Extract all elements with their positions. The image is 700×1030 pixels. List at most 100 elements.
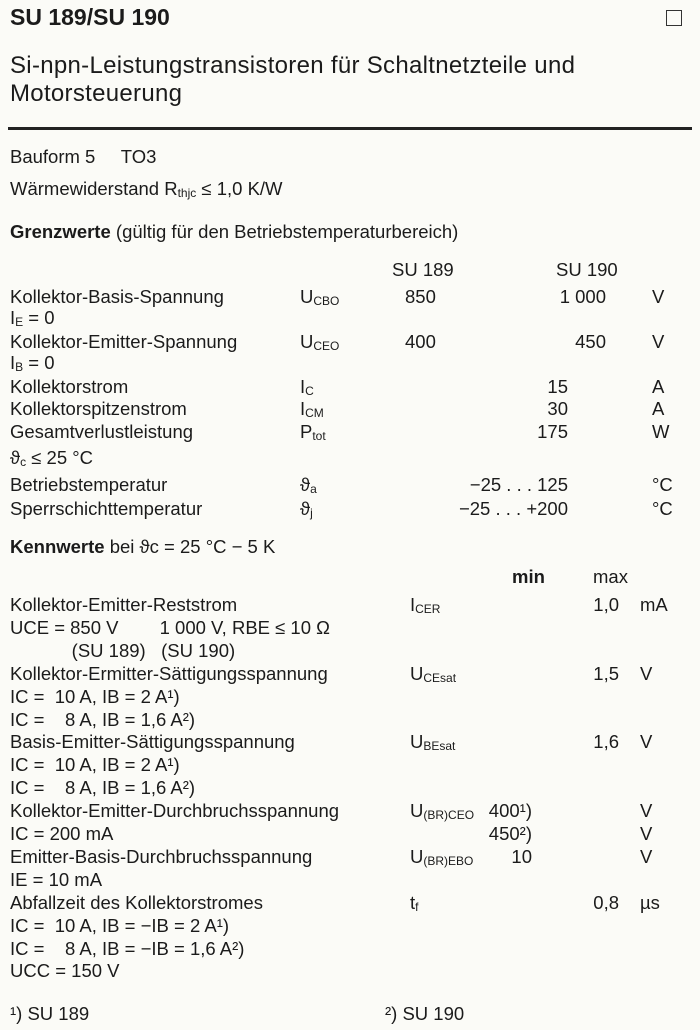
grenzwerte-heading: Grenzwerte (gültig für den Betriebstempe…	[10, 221, 458, 243]
kennwerte-row: (SU 189) (SU 190)	[0, 640, 700, 662]
symbol: Ptot	[300, 421, 326, 443]
kennwerte-row: IC = 8 A, IB = 1,6 A²)	[0, 709, 700, 731]
symbol-main: I	[300, 376, 306, 397]
grenzwerte-row: Betriebstemperatur ϑa −25 . . . 125 °C	[0, 474, 700, 496]
symbol-main: U	[300, 331, 314, 352]
symbol-main: U	[410, 845, 424, 867]
value-both: 30	[547, 398, 568, 419]
condition-part: I	[10, 307, 16, 328]
parameter-label: IC = 200 mA	[10, 823, 114, 844]
parameter-label: IC = 8 A, IB = −IB = 1,6 A²)	[10, 937, 245, 959]
symbol: U(BR)EBO	[410, 846, 473, 868]
symbol-main: U	[410, 662, 424, 684]
kennwerte-row: Kollektor-Emitter-Reststrom ICER 1,0 mA	[0, 594, 700, 616]
kennwerte-row: IE = 10 mA	[0, 869, 700, 891]
symbol-main: ϑ	[300, 498, 311, 519]
symbol-subscript: CEO	[313, 339, 340, 353]
bauform: Bauform 5 TO3	[10, 146, 156, 168]
kennwerte-row: Emitter-Basis-Durchbruchsspannung U(BR)EB…	[0, 846, 700, 868]
parameter-label: Kollektor-Basis-Spannung	[10, 286, 224, 307]
bauform-value: TO3	[120, 146, 157, 167]
symbol-main: U	[300, 286, 314, 307]
symbol-subscript: tot	[312, 429, 326, 443]
kennwerte-heading: Kennwerte bei ϑc = 25 °C − 5 K	[10, 536, 275, 558]
kennwerte-row: Abfallzeit des Kollektorstromes tf 0,8 µs	[0, 892, 700, 914]
parameter-label: (SU 189) (SU 190)	[10, 639, 236, 661]
condition-row: ϑc ≤ 25 °C	[0, 447, 700, 469]
value-max: 1,6	[593, 731, 619, 753]
waermewiderstand-label: Wärmewiderstand	[10, 178, 160, 199]
kennwerte-row: IC = 8 A, IB = −IB = 1,6 A²)	[0, 938, 700, 960]
kennwerte-column-header: min max	[0, 566, 700, 588]
parameter-label: Gesamtverlustleistung	[10, 421, 194, 442]
kennwerte-note: bei ϑc = 25 °C − 5 K	[109, 536, 276, 557]
unit: V	[640, 800, 653, 822]
unit: W	[652, 421, 670, 442]
parameter-label: Basis-Emitter-Sättigungsspannung	[10, 731, 295, 753]
parameter-label: IC = 8 A, IB = 1,6 A²)	[10, 777, 196, 799]
value-su189: 400	[405, 331, 436, 352]
unit: µs	[640, 891, 660, 913]
value-both: −25 . . . +200	[458, 498, 568, 519]
grenzwerte-row: Kollektor-Emitter-Spannung UCEO 400 450 V	[0, 331, 700, 353]
symbol-subscript: C	[305, 384, 314, 398]
condition-part: ϑ	[10, 447, 21, 468]
symbol-main: ϑ	[300, 474, 311, 495]
symbol-main: I	[410, 594, 416, 615]
parameter-label: IC = 10 A, IB = −IB = 2 A¹)	[10, 914, 230, 936]
parameter-label: Betriebstemperatur	[10, 474, 168, 495]
unit: mA	[640, 594, 668, 615]
grenzwerte-column-header: SU 189 SU 190	[0, 259, 700, 281]
symbol: U(BR)CEO	[410, 800, 474, 822]
value-max: 1,5	[593, 662, 619, 684]
symbol: tf	[410, 892, 418, 914]
parameter-label: Kollektor-Ermitter-Sättigungsspannung	[10, 662, 328, 684]
symbol-subscript: CM	[305, 406, 324, 420]
unit: V	[640, 845, 653, 867]
parameter-label: IE = 10 mA	[10, 868, 103, 890]
kennwerte-title: Kennwerte	[10, 536, 105, 557]
value-both: 15	[547, 376, 568, 397]
parameter-label: Emitter-Basis-Durchbruchsspannung	[10, 845, 313, 867]
kennwerte-row: Basis-Emitter-Sättigungsspannung UBEsat 1,…	[0, 731, 700, 753]
symbol: ICER	[410, 594, 440, 616]
symbol: IC	[300, 376, 314, 398]
symbol: ICM	[300, 398, 324, 420]
condition: IE = 0	[10, 307, 55, 329]
checkbox-square	[666, 10, 682, 26]
kennwerte-row: IC = 10 A, IB = 2 A¹)	[0, 754, 700, 776]
symbol: UCBO	[300, 286, 339, 308]
parameter-label: Sperrschichttemperatur	[10, 498, 203, 519]
symbol: UCEO	[300, 331, 339, 353]
symbol: UCEsat	[410, 663, 456, 685]
waermewiderstand: Wärmewiderstand Rthjc ≤ 1,0 K/W	[10, 178, 283, 200]
kennwerte-row: UCE = 850 V 1 000 V, RBE ≤ 10 Ω	[0, 617, 700, 639]
value-min: 400¹)	[488, 800, 532, 822]
symbol-subscript: CBO	[313, 294, 340, 308]
unit: V	[640, 731, 653, 753]
condition-part: ≤ 25 °C	[26, 447, 94, 468]
value-min: 10	[511, 845, 532, 867]
waermewiderstand-symbol: Rthjc	[164, 178, 197, 200]
document-title: SU 189/SU 190	[10, 4, 170, 30]
divider	[8, 127, 692, 130]
symbol-subscript: (BR)CEO	[423, 808, 475, 823]
symbol-main: t	[410, 891, 416, 913]
col-max: max	[593, 566, 628, 587]
value-both: −25 . . . 125	[469, 474, 568, 495]
col-su190: SU 190	[556, 259, 618, 280]
symbol: ϑj	[300, 498, 313, 520]
parameter-label: UCE = 850 V 1 000 V, RBE ≤ 10 Ω	[10, 616, 330, 638]
bauform-label: Bauform 5	[10, 146, 96, 167]
condition-part: = 0	[23, 307, 55, 328]
kennwerte-row: IC = 10 A, IB = 2 A¹)	[0, 686, 700, 708]
unit: V	[652, 286, 665, 307]
kennwerte-row: UCC = 150 V	[0, 960, 700, 982]
parameter-label: IC = 8 A, IB = 1,6 A²)	[10, 708, 196, 730]
symbol-subscript: CEsat	[423, 670, 457, 685]
symbol-subscript: f	[415, 899, 419, 914]
symbol-subscript: j	[310, 506, 313, 520]
parameter-label: Kollektor-Emitter-Spannung	[10, 331, 238, 352]
condition: ϑc ≤ 25 °C	[10, 447, 93, 469]
symbol-subscript: CER	[415, 602, 441, 616]
